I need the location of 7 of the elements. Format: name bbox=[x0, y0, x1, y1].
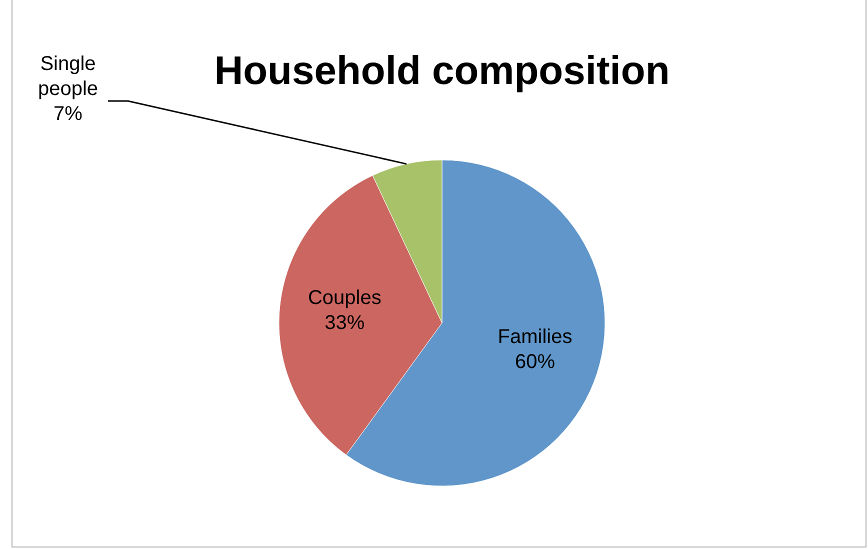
chart-title: Household composition bbox=[214, 49, 670, 93]
data-label: 33% bbox=[324, 312, 365, 334]
slice-label: Couples bbox=[308, 286, 382, 309]
slice-label: Families bbox=[498, 326, 572, 348]
data-label: 60% bbox=[515, 351, 556, 374]
data-label: 7% bbox=[54, 103, 83, 125]
slice-label: Single people bbox=[38, 53, 98, 100]
